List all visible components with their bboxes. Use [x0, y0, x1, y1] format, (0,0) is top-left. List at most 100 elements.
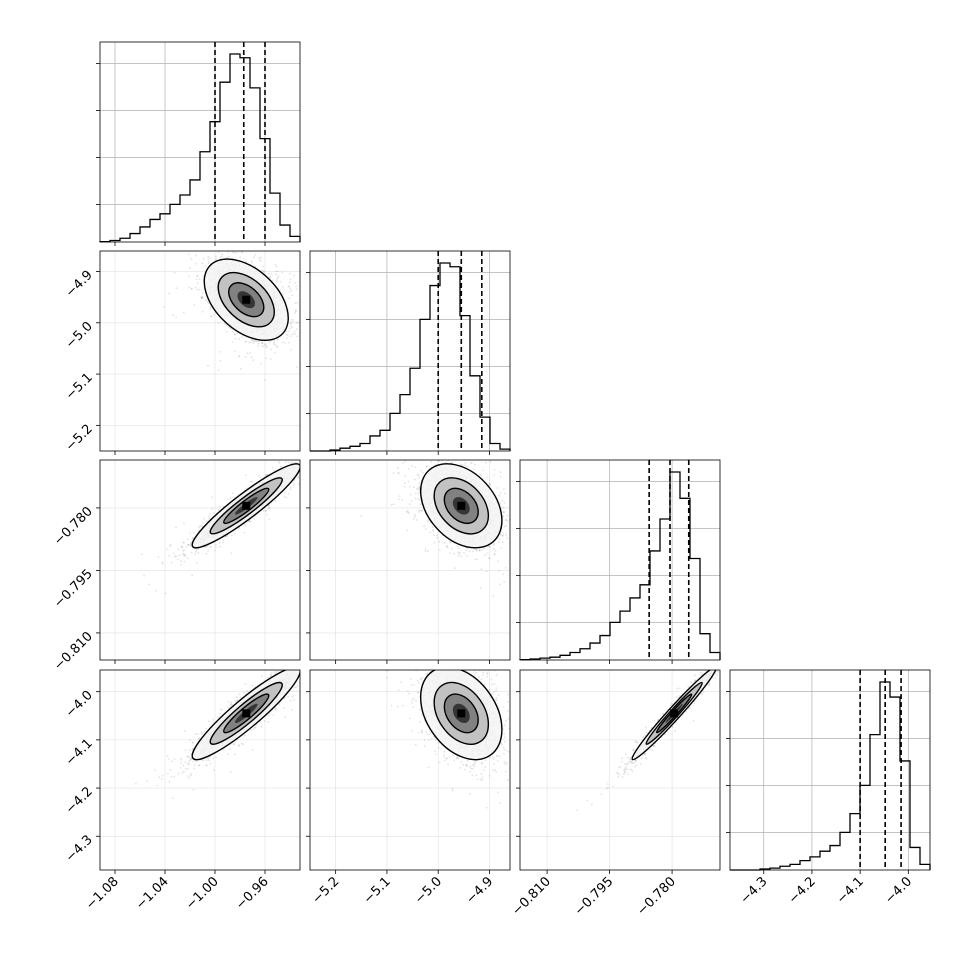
scatter-point — [210, 240, 212, 242]
scatter-point — [268, 507, 270, 510]
hist-frame — [99, 41, 301, 243]
scatter-point — [285, 461, 287, 463]
scatter-point — [290, 321, 292, 324]
scatter-point — [261, 341, 264, 344]
scatter-point — [303, 461, 305, 463]
scatter-point — [265, 474, 267, 476]
scatter-point — [312, 471, 314, 473]
scatter-point — [266, 473, 269, 476]
scatter-point — [280, 465, 282, 468]
scatter-point — [184, 209, 186, 211]
scatter-point — [202, 275, 205, 277]
scatter-point — [276, 270, 279, 273]
scatter-point — [207, 260, 210, 263]
scatter-point — [195, 238, 197, 240]
scatter-point — [209, 512, 212, 515]
scatter-point — [321, 445, 323, 447]
scatter-point — [245, 340, 248, 343]
scatter-point — [224, 322, 226, 325]
scatter-point — [307, 458, 309, 460]
scatter-point — [265, 345, 268, 348]
scatter-point — [209, 307, 212, 310]
scatter-point — [281, 286, 284, 288]
scatter-point — [182, 552, 185, 555]
scatter-point — [208, 237, 210, 239]
scatter-point — [267, 508, 270, 510]
scatter-point — [246, 352, 249, 355]
scatter-point — [263, 510, 265, 512]
scatter-point — [250, 356, 253, 359]
scatter-point — [233, 251, 236, 254]
scatter-point — [295, 309, 297, 312]
scatter-point — [259, 476, 262, 479]
scatter-point — [241, 251, 244, 254]
scatter-point — [261, 345, 264, 348]
scatter-point — [211, 507, 214, 510]
scatter-point — [304, 462, 306, 464]
scatter-point — [291, 333, 294, 336]
scatter-point — [289, 486, 292, 489]
scatter-point — [215, 255, 217, 258]
scatter-point — [244, 355, 247, 358]
scatter-point — [252, 359, 255, 361]
scatter-point — [207, 515, 210, 518]
scatter-point — [196, 288, 199, 291]
scatter-point — [243, 531, 246, 534]
scatter-point — [253, 265, 256, 267]
scatter-point — [231, 330, 234, 332]
scatter-point — [303, 467, 305, 469]
scatter-point — [220, 255, 223, 258]
scatter-point — [196, 275, 199, 277]
scatter-point — [251, 262, 254, 264]
scatter-point — [172, 314, 174, 317]
scatter-point — [238, 527, 241, 529]
scatter-point — [155, 590, 157, 592]
scatter-point — [252, 339, 254, 342]
scatter-point — [303, 468, 305, 470]
scatter-point — [236, 251, 238, 254]
hist-frame — [309, 250, 511, 452]
scatter-point — [331, 427, 333, 429]
scatter-point — [288, 285, 291, 288]
scatter-point — [261, 342, 264, 345]
scatter-point — [228, 255, 230, 258]
scatter-point — [282, 293, 284, 295]
scatter-point — [188, 286, 191, 289]
scatter-point — [219, 505, 222, 508]
scatter-point — [173, 552, 176, 555]
scatter-point — [263, 271, 266, 273]
scatter-point — [284, 342, 287, 345]
scatter-point — [291, 294, 294, 297]
scatter-point — [327, 448, 329, 450]
scatter-point — [290, 289, 293, 292]
scatter-point — [168, 292, 170, 295]
scatter-point — [226, 535, 229, 537]
scatter-point — [195, 550, 198, 553]
scatter-point — [161, 561, 164, 564]
scatter-point — [271, 279, 274, 282]
scatter-point — [230, 247, 232, 249]
scatter-point — [175, 316, 178, 319]
scatter-point — [190, 288, 193, 290]
scatter-point — [175, 555, 178, 557]
scatter-point — [190, 551, 193, 554]
scatter-point — [193, 304, 196, 306]
scatter-point — [285, 436, 287, 438]
scatter-point — [210, 315, 213, 318]
scatter-point — [189, 541, 192, 544]
scatter-point — [329, 340, 331, 342]
scatter-point — [209, 257, 212, 259]
scatter-point — [288, 291, 291, 293]
scatter-point — [253, 340, 256, 343]
scatter-point — [277, 280, 279, 283]
scatter-point — [297, 476, 300, 478]
scatter-point — [295, 322, 298, 324]
scatter-point — [234, 337, 237, 340]
scatter-point — [308, 463, 310, 465]
scatter-point — [289, 278, 292, 281]
scatter-point — [187, 544, 190, 546]
scatter-point — [195, 254, 197, 257]
scatter-point — [244, 523, 246, 526]
scatter-point — [264, 343, 267, 345]
scatter-point — [182, 550, 185, 552]
